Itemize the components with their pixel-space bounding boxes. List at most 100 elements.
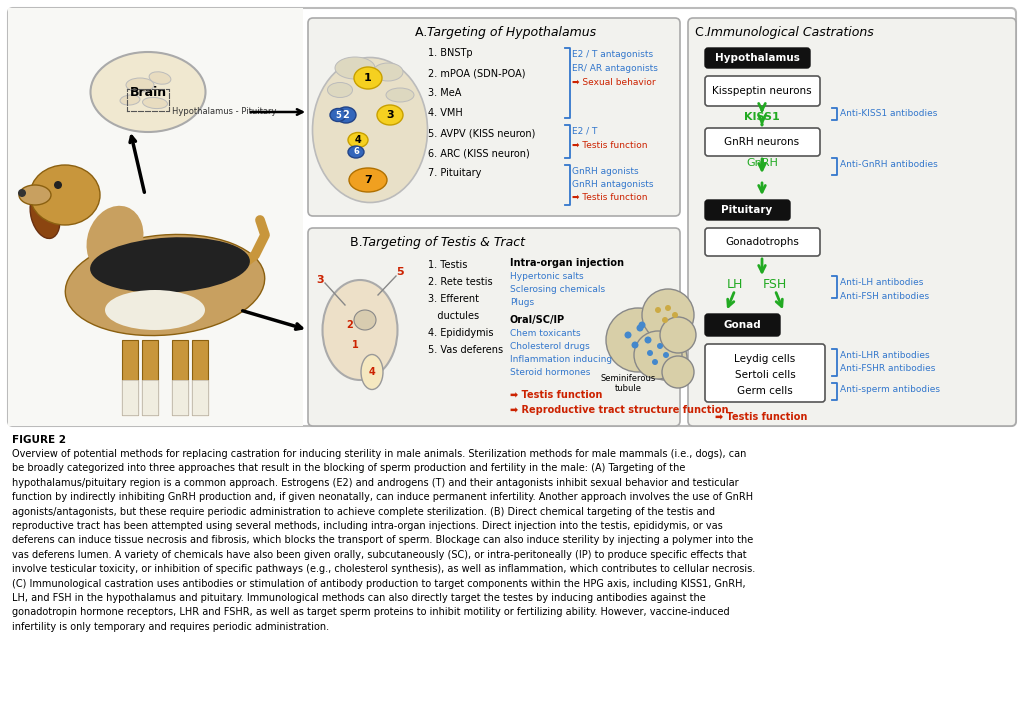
- Text: 3. Efferent: 3. Efferent: [428, 294, 479, 304]
- Ellipse shape: [323, 280, 397, 380]
- Ellipse shape: [30, 165, 100, 225]
- Ellipse shape: [373, 63, 403, 81]
- Text: 4: 4: [369, 367, 376, 377]
- Text: 5: 5: [396, 267, 403, 277]
- Text: ER/ AR antagonists: ER/ AR antagonists: [572, 64, 657, 73]
- Bar: [193, 380, 208, 415]
- Circle shape: [665, 305, 671, 311]
- Text: Pituitary: Pituitary: [721, 205, 773, 215]
- Ellipse shape: [19, 185, 51, 205]
- Text: 5. AVPV (KISS neuron): 5. AVPV (KISS neuron): [428, 128, 536, 138]
- Ellipse shape: [150, 72, 171, 84]
- Circle shape: [655, 307, 662, 313]
- Circle shape: [639, 322, 645, 329]
- Circle shape: [663, 352, 669, 358]
- Ellipse shape: [354, 310, 376, 330]
- Bar: [122, 340, 138, 415]
- Ellipse shape: [361, 355, 383, 389]
- Circle shape: [634, 331, 682, 379]
- Circle shape: [657, 343, 663, 349]
- Text: Germ cells: Germ cells: [737, 386, 793, 396]
- FancyBboxPatch shape: [8, 8, 1016, 426]
- Text: Targeting of Testis & Tract: Targeting of Testis & Tract: [362, 236, 525, 249]
- Text: 3: 3: [386, 110, 394, 120]
- Text: 3. MeA: 3. MeA: [428, 88, 462, 98]
- Bar: [142, 340, 158, 415]
- Text: E2 / T: E2 / T: [572, 127, 597, 136]
- Text: ➡ Testis function: ➡ Testis function: [715, 412, 807, 422]
- Circle shape: [660, 317, 696, 353]
- Text: Intra-organ injection: Intra-organ injection: [510, 258, 624, 268]
- FancyBboxPatch shape: [705, 76, 820, 106]
- Ellipse shape: [312, 57, 427, 202]
- Bar: [193, 340, 208, 415]
- Text: Gonadotrophs: Gonadotrophs: [725, 237, 799, 247]
- Text: 1. Testis: 1. Testis: [428, 260, 467, 270]
- Text: ➡ Testis function: ➡ Testis function: [572, 193, 647, 202]
- Text: 6: 6: [353, 147, 359, 157]
- FancyBboxPatch shape: [705, 128, 820, 156]
- Text: 5. Vas deferens: 5. Vas deferens: [428, 345, 503, 355]
- Text: Inflammation inducing: Inflammation inducing: [510, 355, 612, 364]
- Ellipse shape: [330, 108, 346, 121]
- Text: 4. VMH: 4. VMH: [428, 108, 463, 118]
- Ellipse shape: [142, 98, 168, 108]
- Text: 4: 4: [354, 135, 361, 145]
- Text: LH: LH: [727, 278, 743, 291]
- Circle shape: [637, 325, 643, 332]
- Text: ductules: ductules: [428, 311, 479, 321]
- Text: ➡ Testis function: ➡ Testis function: [572, 141, 647, 150]
- Text: Leydig cells: Leydig cells: [734, 354, 796, 364]
- Text: Gonad: Gonad: [723, 320, 761, 330]
- Circle shape: [662, 356, 694, 388]
- Text: 1: 1: [351, 340, 358, 350]
- Text: Kisspeptin neurons: Kisspeptin neurons: [712, 86, 812, 96]
- Circle shape: [647, 350, 653, 356]
- Circle shape: [18, 189, 26, 197]
- Text: Anti-LH antibodies: Anti-LH antibodies: [840, 278, 924, 287]
- Bar: [122, 380, 138, 415]
- FancyBboxPatch shape: [705, 228, 820, 256]
- Ellipse shape: [86, 206, 143, 274]
- FancyBboxPatch shape: [705, 48, 810, 68]
- Ellipse shape: [348, 133, 368, 147]
- Circle shape: [642, 289, 694, 341]
- Text: 5: 5: [335, 111, 341, 119]
- Circle shape: [54, 181, 62, 189]
- Text: ➡ Testis function: ➡ Testis function: [510, 390, 602, 400]
- Ellipse shape: [349, 168, 387, 192]
- FancyBboxPatch shape: [705, 344, 825, 402]
- Circle shape: [625, 332, 632, 338]
- Text: KISS1: KISS1: [744, 112, 780, 122]
- Text: Immunological Castrations: Immunological Castrations: [707, 26, 873, 39]
- Text: Oral/SC/IP: Oral/SC/IP: [510, 315, 565, 325]
- Text: 7. Pituitary: 7. Pituitary: [428, 168, 481, 178]
- Bar: [172, 380, 188, 415]
- Ellipse shape: [377, 105, 403, 125]
- Text: Sclerosing chemicals: Sclerosing chemicals: [510, 285, 605, 294]
- Text: GnRH: GnRH: [746, 158, 778, 168]
- Ellipse shape: [354, 67, 382, 89]
- FancyBboxPatch shape: [308, 228, 680, 426]
- Text: ➡ Sexual behavior: ➡ Sexual behavior: [572, 78, 655, 87]
- Bar: [142, 380, 158, 415]
- Bar: [172, 340, 188, 415]
- Ellipse shape: [328, 83, 352, 98]
- Circle shape: [672, 312, 678, 318]
- Text: Anti-KISS1 antibodies: Anti-KISS1 antibodies: [840, 109, 937, 118]
- Text: FSH: FSH: [763, 278, 787, 291]
- Text: Seminiferous
tubule: Seminiferous tubule: [600, 374, 655, 393]
- Text: C.: C.: [695, 26, 712, 39]
- Text: Anti-sperm antibodies: Anti-sperm antibodies: [840, 385, 940, 394]
- Ellipse shape: [126, 78, 154, 92]
- Ellipse shape: [348, 146, 364, 158]
- FancyBboxPatch shape: [705, 200, 790, 220]
- FancyBboxPatch shape: [705, 314, 780, 336]
- Text: 3: 3: [316, 275, 324, 285]
- Ellipse shape: [336, 107, 356, 123]
- FancyBboxPatch shape: [308, 18, 680, 216]
- Text: 2. mPOA (SDN-POA): 2. mPOA (SDN-POA): [428, 68, 525, 78]
- Ellipse shape: [335, 57, 375, 79]
- Text: Hypothalamus: Hypothalamus: [715, 53, 800, 63]
- Ellipse shape: [105, 290, 205, 330]
